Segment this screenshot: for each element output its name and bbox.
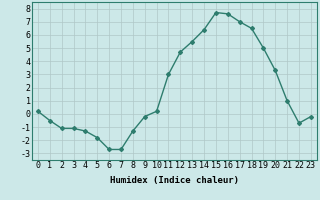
X-axis label: Humidex (Indice chaleur): Humidex (Indice chaleur) xyxy=(110,176,239,185)
